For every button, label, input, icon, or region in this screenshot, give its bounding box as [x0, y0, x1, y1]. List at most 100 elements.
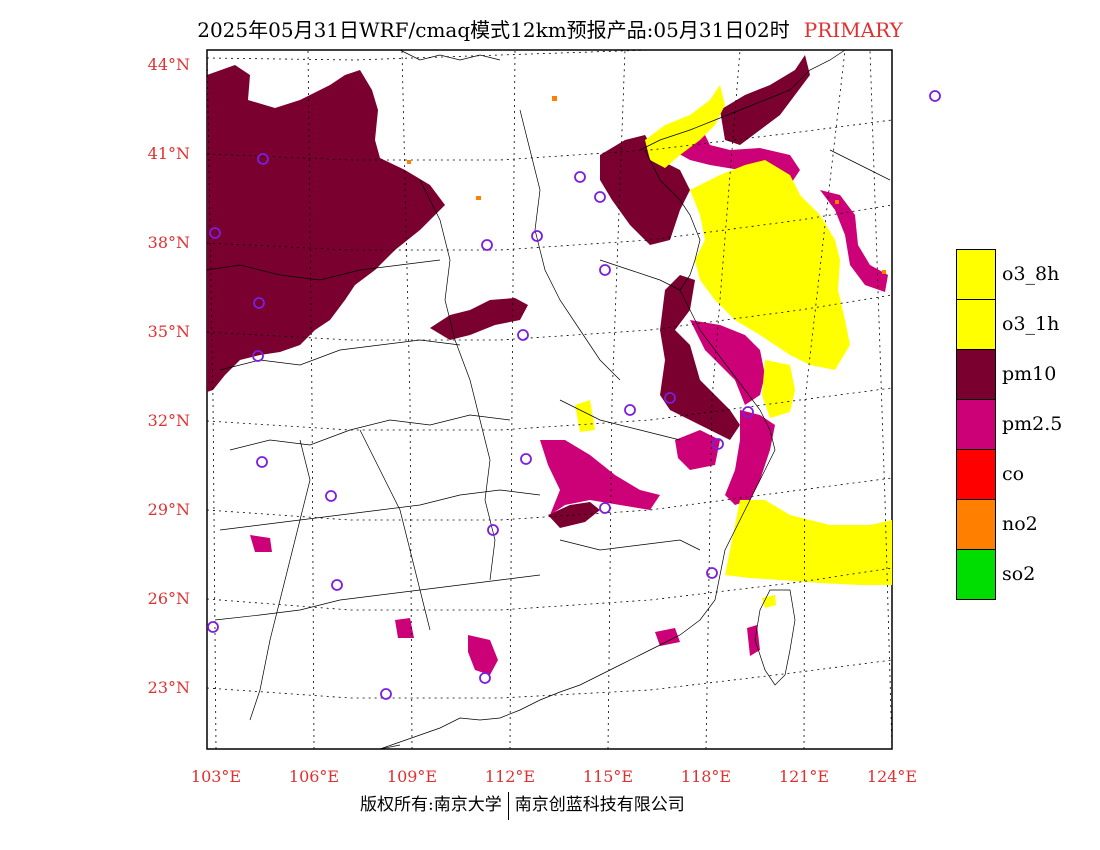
primary-tag: PRIMARY	[803, 18, 903, 42]
city-marker	[624, 404, 636, 416]
legend-swatch	[956, 499, 996, 550]
legend-label: co	[1002, 463, 1025, 485]
copyright-owner: 版权所有:南京大学	[360, 795, 502, 815]
city-marker	[929, 90, 941, 102]
pm10-area-central	[430, 298, 528, 340]
legend-swatch	[956, 549, 996, 600]
coastline-north	[639, 49, 846, 151]
hainan-outline	[379, 744, 401, 750]
pm10-area-north-band	[207, 95, 270, 140]
city-marker	[706, 567, 718, 579]
no2-speck	[552, 96, 557, 101]
city-marker	[574, 171, 586, 183]
pm25-area-taiwan	[747, 625, 760, 656]
city-marker	[331, 579, 343, 591]
lon-label-115: 115°E	[582, 767, 634, 786]
o3-area-east-sea	[725, 500, 892, 585]
province-line	[214, 574, 541, 621]
province-line	[229, 414, 511, 451]
province-line	[206, 259, 441, 281]
legend-label: no2	[1002, 513, 1038, 535]
legend-label: pm10	[1002, 363, 1057, 385]
boundaries	[206, 49, 891, 750]
legend-label: o3_8h	[1002, 263, 1060, 285]
border-north	[399, 49, 501, 61]
province-line	[519, 109, 621, 381]
o3-area-inland	[575, 400, 595, 432]
no2-speck	[835, 200, 839, 204]
city-marker	[599, 264, 611, 276]
city-marker	[325, 490, 337, 502]
province-line	[559, 399, 681, 441]
province-line	[419, 179, 496, 581]
lat-label-41: 41°N	[147, 144, 190, 163]
pollution-layer	[207, 55, 892, 675]
lat-label-29: 29°N	[147, 500, 190, 519]
city-marker	[712, 438, 724, 450]
copyright-footer: 版权所有:南京大学 南京创蓝科技有限公司	[360, 790, 685, 820]
pm25-area-guangxi	[468, 635, 498, 675]
city-marker	[252, 350, 264, 362]
city-marker	[380, 688, 392, 700]
city-marker	[207, 621, 219, 633]
lon-label-118: 118°E	[680, 767, 732, 786]
city-marker	[742, 406, 754, 418]
city-marker	[256, 456, 268, 468]
province-line	[359, 429, 431, 631]
lon-label-103: 103°E	[190, 767, 242, 786]
legend-label: pm2.5	[1002, 413, 1063, 435]
city-marker	[531, 230, 543, 242]
legend-swatch	[956, 349, 996, 400]
pm10-area-north-china	[600, 135, 690, 245]
lat-label-23: 23°N	[147, 678, 190, 697]
lat-label-32: 32°N	[147, 411, 190, 430]
lat-label-26: 26°N	[147, 589, 190, 608]
o3-area-bohai	[645, 85, 725, 168]
lon-label-112: 112°E	[484, 767, 536, 786]
lat-label-35: 35°N	[147, 322, 190, 341]
pm25-area-east-inland	[675, 430, 720, 470]
liaodong	[829, 149, 891, 181]
city-marker	[664, 392, 676, 404]
legend-swatch	[956, 449, 996, 500]
footer-divider	[507, 791, 509, 820]
pm25-area-guangdong	[655, 628, 680, 646]
city-marker	[481, 239, 493, 251]
lon-label-106: 106°E	[288, 767, 340, 786]
pm10-area-northwest	[207, 65, 445, 392]
lon-label-109: 109°E	[386, 767, 438, 786]
title-text: 2025年05月31日WRF/cmaq模式12km预报产品:05月31日02时	[197, 18, 790, 42]
city-marker	[517, 329, 529, 341]
province-line	[599, 259, 681, 291]
pm25-area-sw-2	[395, 618, 414, 638]
province-line	[249, 439, 311, 721]
no2-speck	[476, 196, 481, 200]
city-marker	[253, 297, 265, 309]
city-marker	[520, 453, 532, 465]
no2-speck	[407, 160, 411, 164]
graticule	[206, 49, 893, 750]
city-markers	[207, 90, 941, 700]
legend-label: so2	[1002, 563, 1036, 585]
lat-label-44: 44°N	[147, 55, 190, 74]
city-marker	[479, 672, 491, 684]
map-title: 2025年05月31日WRF/cmaq模式12km预报产品:05月31日02时 P…	[0, 14, 1100, 43]
copyright-company: 南京创蓝科技有限公司	[514, 795, 685, 815]
pm25-area-yangtze	[540, 440, 660, 515]
o3-area-yellow-sea	[690, 160, 850, 370]
legend-swatch	[956, 249, 996, 300]
legend-label: o3_1h	[1002, 313, 1060, 335]
city-marker	[209, 227, 221, 239]
lon-label-121: 121°E	[778, 767, 830, 786]
legend-swatch	[956, 399, 996, 450]
pm25-area-liaoning	[820, 190, 888, 292]
city-marker	[599, 502, 611, 514]
o3-area-jiangsu-coast	[762, 360, 795, 418]
pm25-area-coast	[725, 410, 775, 505]
province-line	[559, 539, 701, 551]
pm25-area-sw-1	[250, 535, 272, 552]
coastline	[379, 149, 776, 750]
lon-label-124: 124°E	[866, 767, 918, 786]
province-line	[219, 489, 541, 531]
